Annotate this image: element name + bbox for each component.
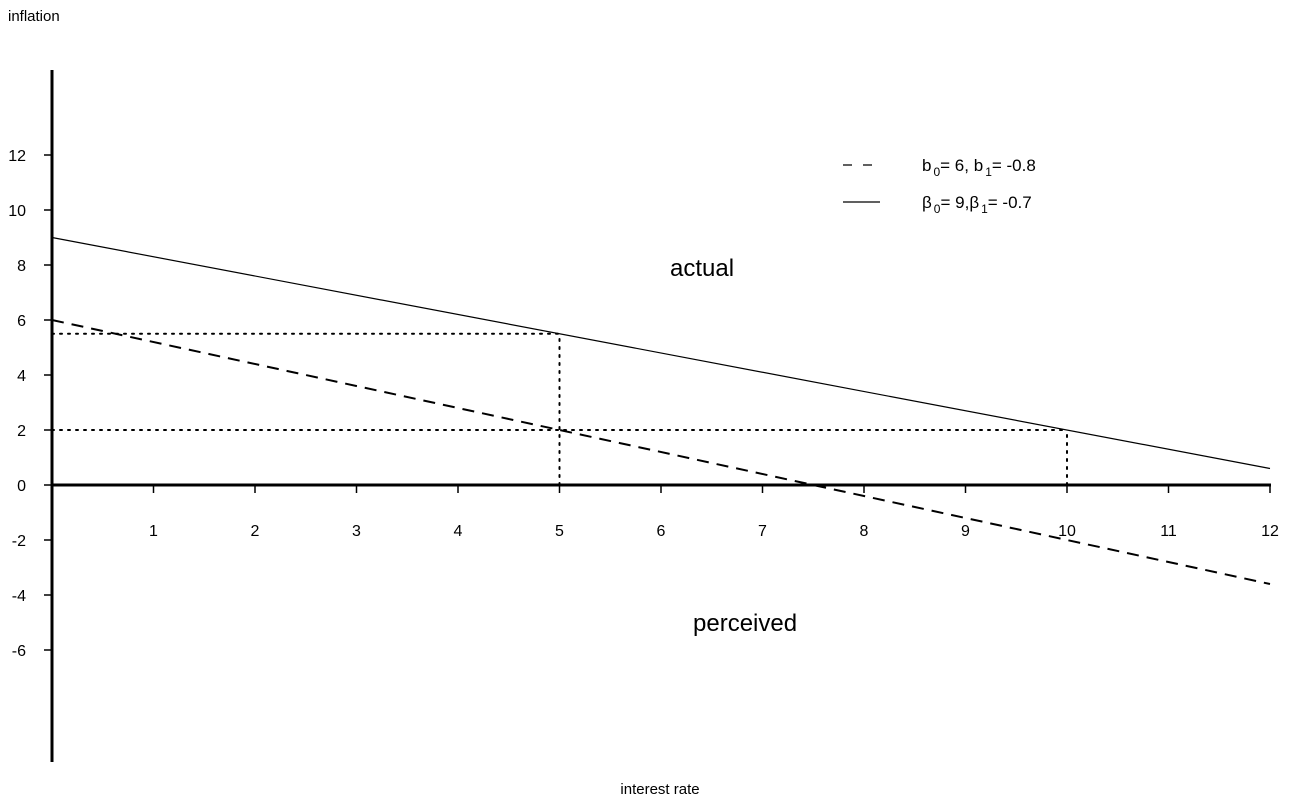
- x-tick-label: 3: [352, 523, 361, 540]
- x-tick-label: 12: [1261, 523, 1279, 540]
- x-tick-label: 11: [1160, 523, 1177, 540]
- y-tick-label: -2: [12, 533, 26, 550]
- y-tick-label: 12: [8, 148, 26, 165]
- annotation-actual: actual: [670, 255, 734, 282]
- series-line-actual: [51, 236, 1271, 470]
- y-tick-label: 6: [17, 313, 26, 330]
- y-tick-label: 2: [17, 423, 26, 440]
- y-tick-label: -6: [12, 643, 26, 660]
- x-axis-title: interest rate: [620, 781, 699, 798]
- x-tick-label: 7: [758, 523, 767, 540]
- x-tick-label: 4: [454, 523, 463, 540]
- region-annotations: actual perceived: [670, 255, 797, 637]
- legend-label: b 0= 6, b 1= -0.8: [922, 156, 1036, 179]
- y-axis-title: inflation: [8, 8, 60, 25]
- reference-lines: [51, 332, 1068, 486]
- series-lines: [51, 236, 1271, 585]
- axes: [50, 70, 1271, 762]
- x-tick-label: 6: [657, 523, 666, 540]
- y-tick-label: 0: [17, 478, 26, 495]
- legend-entry: β 0= 9,β 1= -0.7: [843, 193, 1032, 216]
- x-tick-label: 9: [961, 523, 970, 540]
- x-tick-label: 1: [149, 523, 158, 540]
- legend-label: β 0= 9,β 1= -0.7: [922, 193, 1032, 216]
- y-tick-label: 8: [17, 258, 26, 275]
- x-tick-label: 2: [251, 523, 260, 540]
- legend: b 0= 6, b 1= -0.8 β 0= 9,β 1= -0.7: [843, 156, 1036, 216]
- x-tick-label: 10: [1058, 523, 1076, 540]
- ticks: [44, 154, 1271, 651]
- x-tick-label: 8: [860, 523, 869, 540]
- annotation-perceived: perceived: [693, 610, 797, 637]
- y-tick-label: 10: [8, 203, 26, 220]
- y-tick-label: -4: [12, 588, 26, 605]
- x-tick-label: 5: [555, 523, 564, 540]
- series-line-perceived: [51, 319, 1271, 585]
- y-tick-label: 4: [17, 368, 26, 385]
- legend-entry: b 0= 6, b 1= -0.8: [843, 156, 1036, 179]
